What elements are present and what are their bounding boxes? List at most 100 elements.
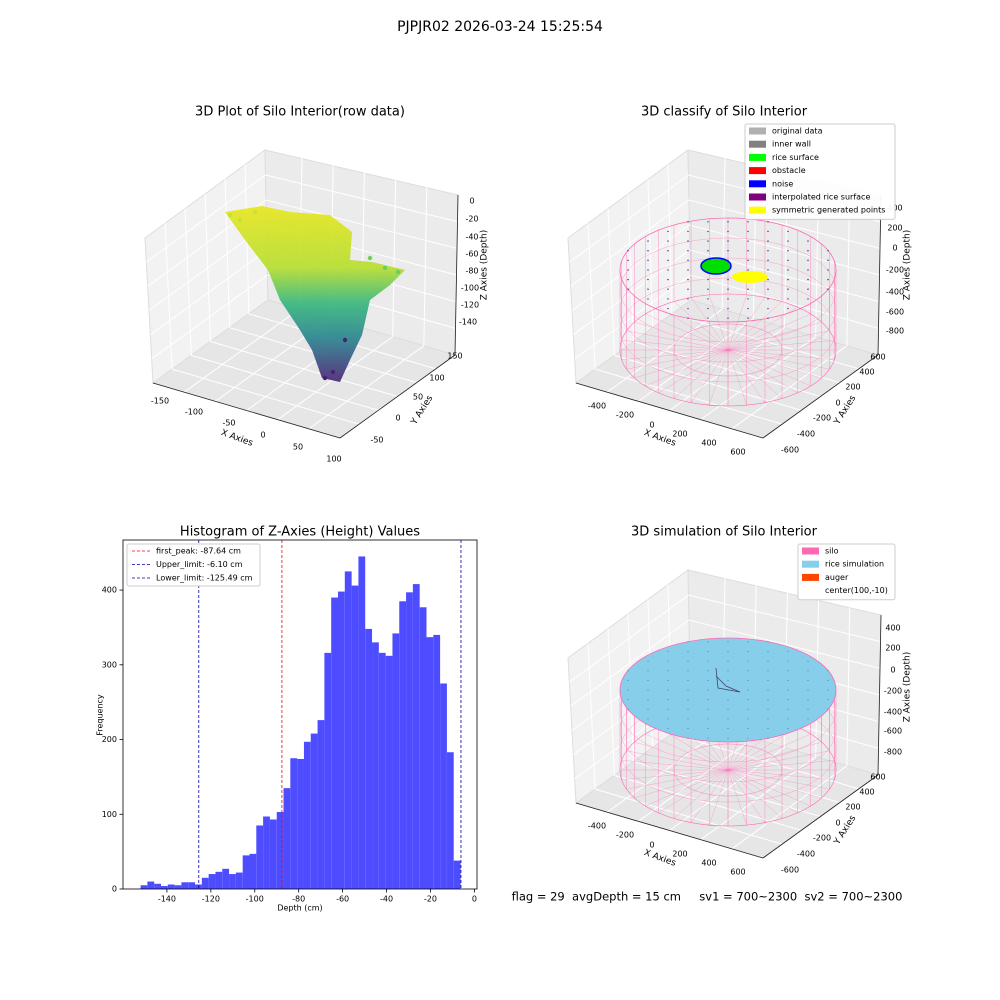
legend-label: auger bbox=[825, 573, 849, 582]
silo-spoke bbox=[727, 349, 747, 406]
grid-dot bbox=[687, 221, 689, 223]
grid-dot bbox=[787, 708, 789, 710]
grid-dot bbox=[687, 317, 689, 319]
grid-dot bbox=[727, 670, 729, 672]
grid-dot bbox=[787, 660, 789, 662]
grid-dot bbox=[747, 259, 749, 262]
x-tick-label: -60 bbox=[336, 895, 349, 904]
grid-dot bbox=[767, 641, 769, 643]
z-tick-label: 0 bbox=[469, 197, 474, 206]
x-tick-label: -20 bbox=[424, 895, 437, 904]
grid-dot bbox=[747, 708, 749, 710]
y-tick-label: -200 bbox=[813, 834, 831, 843]
axes-title: Histogram of Z-Axies (Height) Values bbox=[180, 525, 420, 540]
silo-spoke bbox=[727, 349, 835, 360]
y-tick-label: 150 bbox=[447, 352, 462, 361]
legend-label: rice surface bbox=[772, 153, 819, 162]
grid-dot bbox=[827, 670, 829, 672]
silo-spoke bbox=[645, 349, 729, 387]
silo-spoke bbox=[727, 349, 822, 379]
grid-dot bbox=[787, 259, 789, 262]
bar bbox=[399, 601, 407, 889]
grid-dot bbox=[707, 679, 709, 681]
grid-dot bbox=[727, 641, 729, 643]
x-tick-label: 600 bbox=[730, 868, 745, 877]
x-tick-label: 100 bbox=[326, 455, 341, 464]
silo-ring bbox=[619, 277, 837, 383]
grid-dot bbox=[707, 278, 709, 281]
grid-dot bbox=[687, 269, 689, 271]
grid-dot bbox=[827, 699, 829, 701]
pane-grid bbox=[721, 149, 726, 310]
grid-dot bbox=[707, 728, 709, 730]
bar bbox=[276, 812, 284, 889]
grid-dot bbox=[707, 288, 709, 290]
bar bbox=[269, 819, 277, 889]
grid-dot bbox=[647, 699, 649, 701]
grid-dot bbox=[767, 660, 769, 662]
x-tick-label: -200 bbox=[616, 831, 634, 840]
grid-dot bbox=[667, 699, 669, 701]
x-tick-label: 400 bbox=[701, 439, 716, 448]
z-tick-label: 0 bbox=[892, 244, 897, 253]
x-tick-label: 0 bbox=[472, 895, 477, 904]
silo-spoke bbox=[626, 349, 729, 370]
grid-dot bbox=[707, 250, 709, 252]
grid-dot bbox=[747, 737, 749, 739]
pane-grid bbox=[731, 345, 848, 430]
bar bbox=[446, 752, 454, 889]
bar bbox=[297, 758, 304, 889]
z-tick-label: -140 bbox=[459, 318, 477, 327]
bar bbox=[215, 871, 223, 889]
grid-dot bbox=[707, 298, 709, 300]
grid-dot bbox=[667, 278, 669, 281]
silo-spoke bbox=[727, 741, 822, 771]
auger bbox=[715, 667, 741, 693]
axis-line bbox=[877, 614, 882, 776]
grid-dot bbox=[687, 288, 689, 290]
grid-dot bbox=[647, 250, 649, 252]
legend-swatch bbox=[749, 127, 766, 135]
silo-ring bbox=[619, 237, 837, 343]
grid-dot bbox=[707, 650, 709, 652]
z-tick-label: 400 bbox=[885, 624, 900, 633]
x-tick-label: 400 bbox=[701, 859, 716, 868]
grid-dot bbox=[687, 298, 689, 300]
axes-title: 3D classify of Silo Interior bbox=[641, 105, 808, 120]
legend-label: original data bbox=[772, 127, 823, 136]
grid-dot bbox=[727, 298, 729, 300]
grid-dot bbox=[767, 737, 769, 739]
grid-dot bbox=[787, 288, 789, 290]
suptitle: PJPJR02 2026-03-24 15:25:54 bbox=[397, 19, 603, 35]
grid-dot bbox=[767, 317, 769, 319]
bar bbox=[392, 633, 400, 889]
grid-dot bbox=[707, 670, 709, 672]
legend-box bbox=[797, 543, 896, 601]
grid-dot bbox=[707, 708, 709, 710]
silo-spoke bbox=[727, 769, 830, 790]
silo-spoke bbox=[621, 760, 729, 771]
legend-swatch bbox=[749, 167, 766, 175]
z-axis-label: Z Axies (Depth) bbox=[480, 230, 490, 301]
x-tick-label: 200 bbox=[672, 850, 687, 859]
grid-dot bbox=[747, 269, 749, 271]
grid-dot bbox=[687, 230, 689, 233]
grid-dot bbox=[687, 650, 689, 652]
axes-frame bbox=[122, 539, 478, 890]
silo-spoke bbox=[727, 769, 798, 814]
grid-dot bbox=[767, 718, 769, 720]
silo-spoke bbox=[690, 769, 729, 823]
y-axis-label: Frequency bbox=[96, 694, 105, 736]
silo-spoke bbox=[634, 349, 729, 379]
cloud-point bbox=[382, 265, 388, 271]
axes-title: 3D simulation of Silo Interior bbox=[631, 525, 818, 540]
grid-dot bbox=[627, 288, 629, 290]
bar bbox=[235, 872, 243, 889]
grid-dot bbox=[807, 298, 809, 300]
grid-dot bbox=[707, 718, 709, 720]
silo-spoke bbox=[727, 769, 835, 780]
bar bbox=[167, 884, 175, 889]
z-axis-label: Z Axies (Depth) bbox=[903, 652, 913, 723]
grid-dot bbox=[667, 708, 669, 710]
cloud-point bbox=[395, 269, 401, 275]
